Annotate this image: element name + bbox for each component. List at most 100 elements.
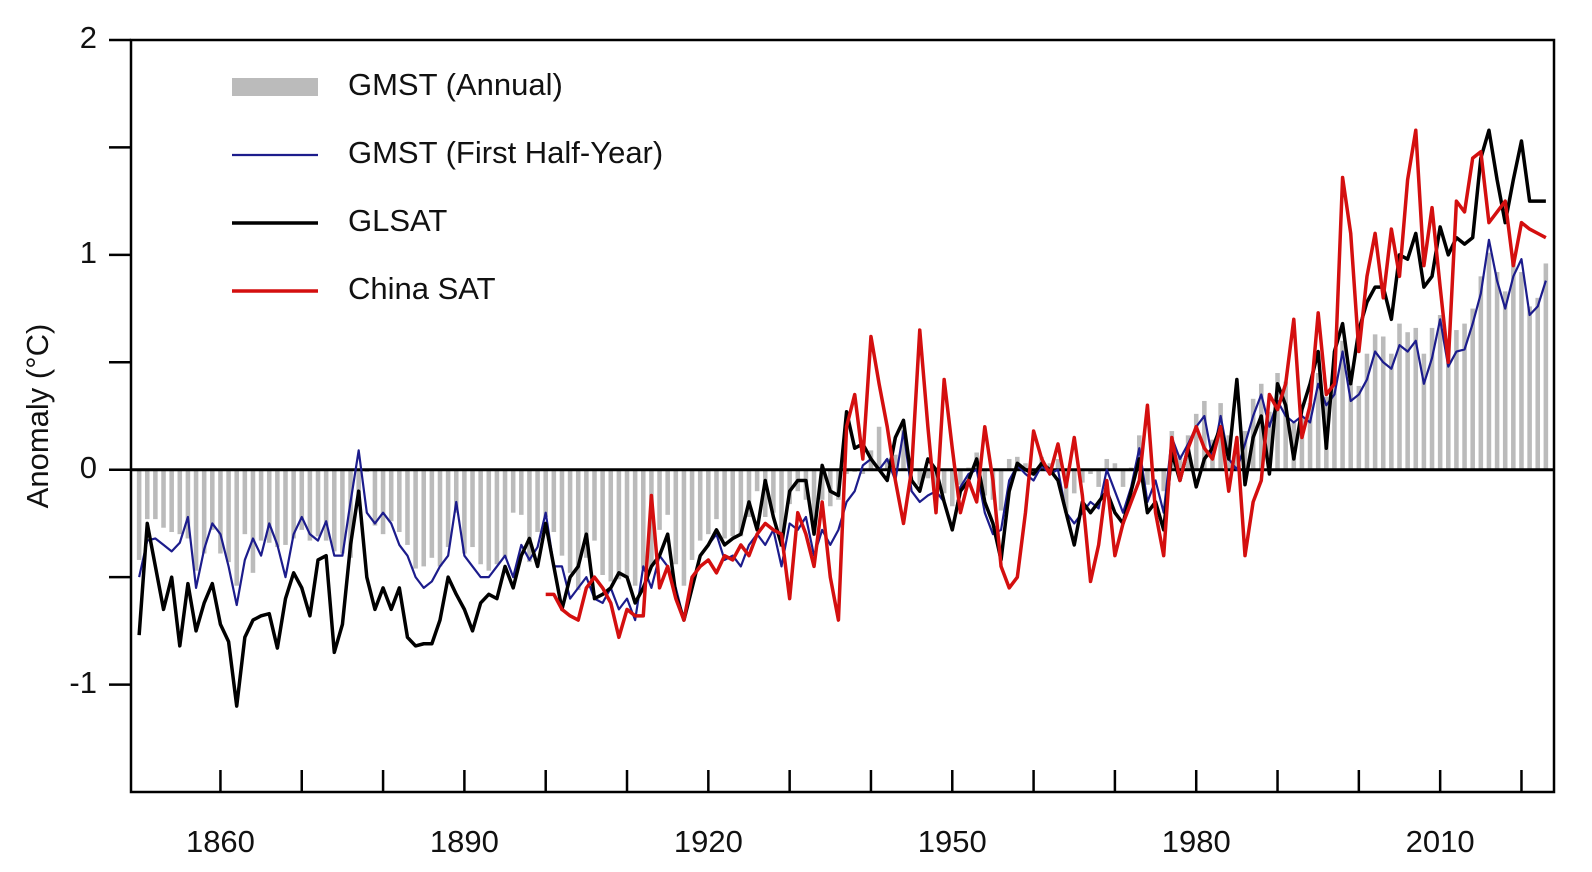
bar bbox=[307, 469, 313, 541]
y-axis-label: Anomaly (°C) bbox=[20, 324, 55, 509]
legend-label: China SAT bbox=[348, 271, 496, 306]
bar bbox=[177, 469, 183, 535]
bar bbox=[1177, 454, 1183, 470]
x-tick-label: 1860 bbox=[186, 824, 255, 859]
bar bbox=[860, 469, 866, 475]
bar bbox=[893, 454, 898, 470]
bar bbox=[1527, 306, 1532, 470]
bar bbox=[242, 469, 248, 535]
bar bbox=[372, 469, 378, 526]
bar bbox=[567, 469, 573, 573]
bar bbox=[218, 469, 223, 554]
bar bbox=[405, 469, 410, 545]
bar bbox=[754, 469, 760, 492]
legend-swatch bbox=[232, 78, 318, 96]
plot-frame bbox=[129, 38, 1556, 794]
bar bbox=[958, 469, 963, 485]
bar bbox=[1332, 368, 1337, 470]
bar bbox=[1502, 291, 1508, 470]
bar bbox=[1055, 458, 1061, 470]
y-tick-label: 0 bbox=[80, 450, 97, 485]
bar bbox=[1104, 458, 1110, 470]
bar bbox=[949, 469, 955, 507]
y-tick-label: -1 bbox=[69, 665, 97, 700]
bar bbox=[323, 469, 329, 541]
bar bbox=[941, 469, 947, 494]
bar bbox=[1348, 383, 1353, 470]
bar bbox=[510, 469, 516, 513]
bar bbox=[1478, 276, 1484, 470]
bar bbox=[332, 469, 337, 552]
bar bbox=[413, 469, 418, 569]
bar bbox=[144, 469, 150, 520]
bar bbox=[559, 469, 565, 556]
bar bbox=[1145, 469, 1150, 485]
bar bbox=[1446, 338, 1451, 470]
bar bbox=[397, 469, 402, 533]
bar bbox=[161, 469, 166, 528]
bar bbox=[1120, 469, 1126, 487]
bar bbox=[1356, 385, 1362, 470]
bar bbox=[1340, 340, 1345, 470]
bar bbox=[779, 469, 784, 548]
bar bbox=[673, 469, 679, 565]
bar bbox=[1267, 411, 1272, 470]
bar bbox=[210, 469, 215, 530]
bar bbox=[876, 426, 882, 470]
bar bbox=[1063, 469, 1069, 513]
bar bbox=[388, 469, 394, 522]
bar bbox=[884, 458, 890, 470]
bar bbox=[706, 469, 711, 535]
bar bbox=[486, 469, 492, 571]
bar bbox=[250, 469, 256, 573]
bar bbox=[348, 469, 353, 558]
bar bbox=[136, 469, 142, 560]
bar bbox=[762, 469, 768, 517]
bar bbox=[527, 469, 532, 563]
bar bbox=[1429, 327, 1435, 470]
bar bbox=[421, 469, 427, 567]
y-tick-label: 2 bbox=[80, 20, 97, 55]
bar bbox=[193, 469, 199, 571]
bar bbox=[901, 426, 906, 470]
bar bbox=[1421, 353, 1427, 470]
bar bbox=[608, 469, 614, 582]
bar bbox=[1486, 252, 1492, 470]
bar bbox=[535, 469, 540, 533]
legend-label: GMST (First Half-Year) bbox=[348, 135, 663, 170]
bar bbox=[226, 469, 231, 563]
bar bbox=[697, 469, 703, 541]
series-line bbox=[545, 128, 1547, 640]
bar bbox=[1494, 272, 1500, 470]
y-tick-label: 1 bbox=[80, 235, 97, 270]
bar bbox=[356, 469, 361, 496]
bar bbox=[1462, 323, 1467, 470]
bar bbox=[1397, 323, 1402, 470]
bar bbox=[1543, 263, 1549, 470]
bar bbox=[478, 469, 483, 565]
bar bbox=[153, 469, 158, 520]
bar bbox=[1470, 308, 1475, 470]
bar bbox=[445, 469, 451, 548]
x-tick-label: 1980 bbox=[1162, 824, 1231, 859]
bar bbox=[1372, 334, 1378, 470]
bar bbox=[1454, 330, 1459, 470]
bar bbox=[340, 469, 345, 554]
bar bbox=[616, 469, 622, 580]
bar bbox=[771, 469, 776, 513]
bar bbox=[1080, 469, 1085, 483]
bar bbox=[1088, 469, 1093, 475]
bar bbox=[1535, 297, 1541, 470]
bar bbox=[1071, 469, 1077, 494]
bar bbox=[681, 469, 687, 586]
bar bbox=[462, 469, 467, 554]
bar bbox=[632, 469, 638, 586]
bar bbox=[437, 469, 443, 567]
bar bbox=[1519, 272, 1524, 470]
bar bbox=[917, 469, 923, 485]
bar bbox=[519, 469, 524, 515]
bar bbox=[1307, 403, 1313, 470]
bar bbox=[925, 469, 931, 479]
bar bbox=[494, 469, 500, 565]
bar bbox=[1023, 463, 1028, 470]
